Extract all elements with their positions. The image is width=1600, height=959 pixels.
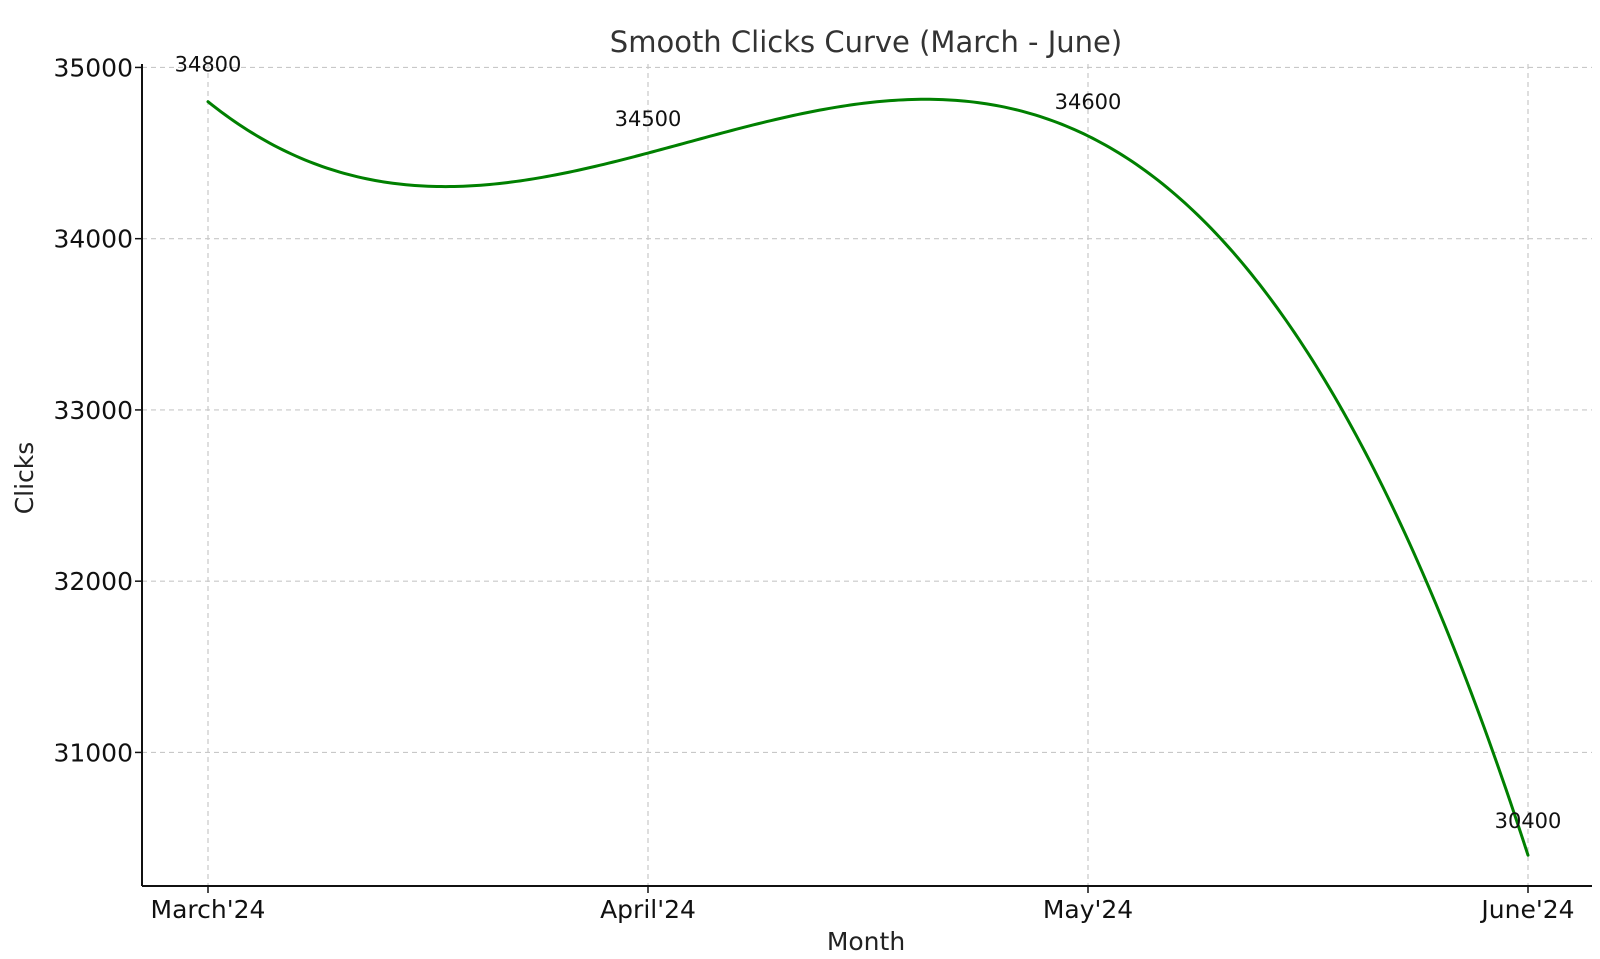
y-tick-label: 35000 bbox=[53, 53, 133, 82]
data-label: 34600 bbox=[1055, 90, 1122, 114]
x-tick-label: March'24 bbox=[151, 895, 266, 924]
ticks: 31000 32000 33000 34000 35000 March'24 April'2… bbox=[53, 53, 1574, 924]
series bbox=[206, 97, 1530, 857]
data-label: 30400 bbox=[1495, 809, 1562, 833]
y-tick-label: 34000 bbox=[53, 225, 133, 254]
x-tick-label: June'24 bbox=[1479, 895, 1574, 924]
clicks-line bbox=[206, 97, 1530, 857]
y-axis-label: Clicks bbox=[10, 442, 39, 515]
x-axis-label: Month bbox=[827, 927, 905, 956]
axes bbox=[141, 64, 1592, 887]
x-tick-label: May'24 bbox=[1043, 895, 1133, 924]
data-label: 34500 bbox=[615, 107, 682, 131]
data-labels: 34800 34500 34600 30400 bbox=[175, 53, 1562, 833]
grid bbox=[142, 64, 1592, 886]
chart-title: Smooth Clicks Curve (March - June) bbox=[610, 25, 1122, 59]
data-label: 34800 bbox=[175, 53, 242, 77]
y-tick-label: 33000 bbox=[53, 396, 133, 425]
y-tick-label: 31000 bbox=[53, 738, 133, 767]
x-tick-label: April'24 bbox=[600, 895, 696, 924]
y-tick-label: 32000 bbox=[53, 567, 133, 596]
